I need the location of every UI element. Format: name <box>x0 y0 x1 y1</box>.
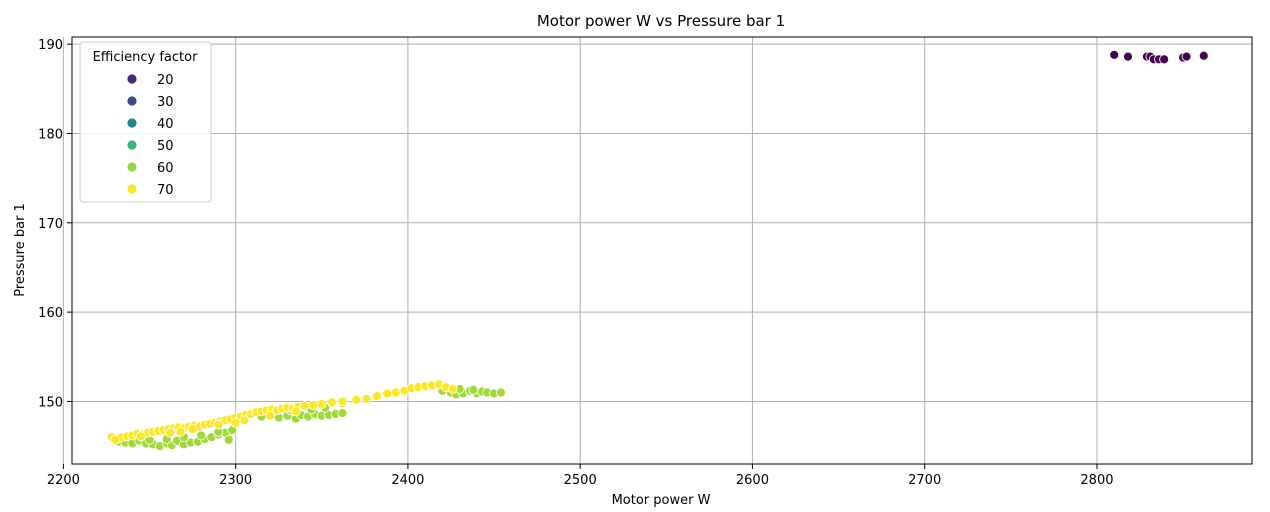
x-tick-label: 2300 <box>219 473 252 488</box>
scatter-point <box>1181 51 1192 62</box>
y-tick-label: 170 <box>38 217 63 232</box>
legend-label: 30 <box>157 95 174 110</box>
legend-label: 60 <box>157 161 174 176</box>
scatter-point <box>1123 51 1133 62</box>
x-tick-label: 2400 <box>391 473 424 488</box>
scatter-point <box>175 426 186 437</box>
scatter-point <box>327 397 338 408</box>
scatter-point <box>372 391 382 402</box>
scatter-point <box>110 434 120 445</box>
scatter-point <box>165 427 176 438</box>
legend-label: 50 <box>157 139 174 154</box>
scatter-point <box>496 387 506 398</box>
legend-label: 70 <box>157 183 174 198</box>
grid <box>62 37 1252 464</box>
scatter-point <box>230 418 241 428</box>
scatter-point <box>337 408 348 418</box>
y-tick-label: 180 <box>38 127 63 142</box>
scatter-point <box>351 394 362 405</box>
scatter-point <box>447 384 458 394</box>
legend-marker <box>126 95 138 107</box>
legend-label: 20 <box>157 73 174 88</box>
legend-marker <box>126 183 138 195</box>
legend-marker <box>126 73 138 85</box>
legend-marker <box>126 161 138 173</box>
legend-marker <box>126 139 138 151</box>
scatter-point <box>468 384 479 395</box>
axis-ticks: 2200 2300 2400 2500 2600 2700 2800 150 160 170 180… <box>38 38 1113 488</box>
scatter-point <box>390 387 401 398</box>
legend: Efficiency factor 20 30 40 50 60 70 <box>79 41 212 203</box>
y-tick-label: 150 <box>38 395 63 410</box>
scatter-point <box>361 393 372 404</box>
legend-title: Efficiency factor <box>93 50 198 65</box>
scatter-point <box>316 399 327 410</box>
x-tick-label: 2700 <box>908 473 941 488</box>
data-points <box>106 49 1209 452</box>
y-axis-label: Pressure bar 1 <box>13 203 28 297</box>
scatter-point <box>187 424 198 435</box>
scatter-point <box>382 388 393 399</box>
plot-frame <box>71 36 1253 465</box>
legend-marker <box>126 117 138 129</box>
scatter-point <box>337 396 348 407</box>
scatter-point <box>136 431 146 442</box>
chart-title: Motor power W vs Pressure bar 1 <box>537 12 785 30</box>
scatter-point <box>308 400 319 410</box>
scatter-point <box>299 401 310 411</box>
x-tick-label: 2600 <box>736 473 769 488</box>
x-axis-label: Motor power W <box>612 493 711 508</box>
scatter-point <box>1198 50 1209 61</box>
x-tick-label: 2200 <box>47 473 80 488</box>
scatter-point <box>223 434 234 445</box>
scatter-point <box>239 415 250 426</box>
y-tick-label: 190 <box>38 38 63 53</box>
legend-box <box>79 41 212 203</box>
x-tick-label: 2800 <box>1080 473 1113 488</box>
scatter-point <box>1159 54 1170 65</box>
legend-label: 40 <box>157 117 174 132</box>
x-tick-label: 2500 <box>564 473 597 488</box>
scatter-point <box>1109 49 1120 60</box>
scatter-point <box>213 419 224 430</box>
y-tick-label: 160 <box>38 306 63 321</box>
legend-entries: 20 30 40 50 60 70 <box>126 73 174 198</box>
scatter-point <box>291 406 301 417</box>
scatter-point <box>196 430 207 441</box>
scatter-point <box>265 410 276 421</box>
